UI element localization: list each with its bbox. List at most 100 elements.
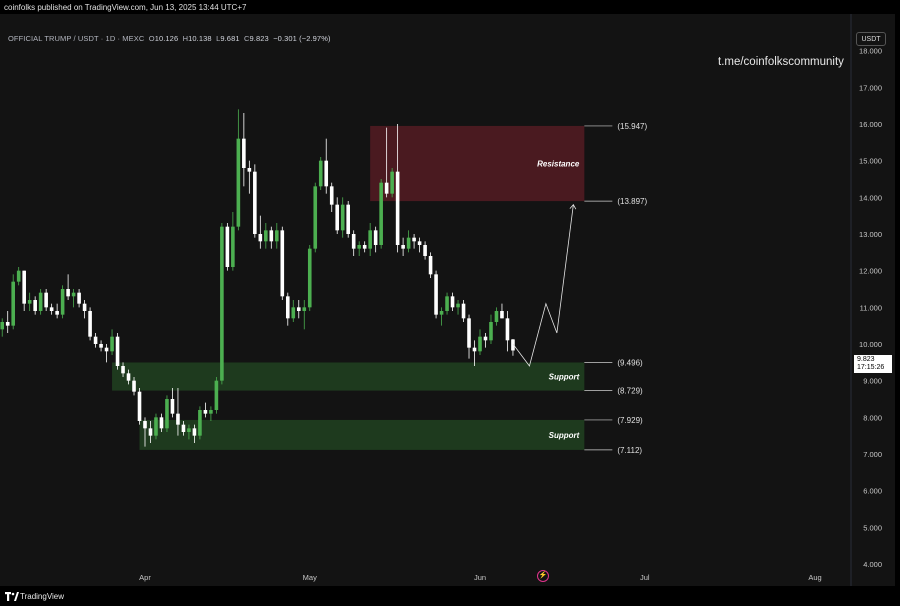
candle-body-78	[401, 245, 405, 249]
last-price-value: 9.823	[857, 356, 875, 363]
candle-body-38	[181, 424, 186, 432]
candle-body-16	[60, 289, 65, 315]
candle-body-93	[483, 336, 488, 341]
candle-body-88	[456, 303, 460, 308]
candle-body-63	[318, 160, 323, 187]
candle-body-66	[335, 204, 340, 231]
candle-body-95	[494, 311, 499, 322]
candle-body-76	[390, 171, 394, 194]
zone-label-0: Resistance	[537, 160, 580, 169]
candle-body-82	[423, 245, 427, 256]
candle-body-46	[225, 226, 230, 267]
footer: TradingView	[0, 588, 900, 606]
y-tick-14: 4.000	[863, 560, 882, 569]
candle-body-75	[384, 182, 389, 194]
footer-brand: TradingView	[20, 592, 65, 601]
tradingview-logo-icon	[5, 592, 19, 601]
zone-support-1	[112, 362, 585, 391]
candle-body-41	[198, 410, 202, 436]
candle-body-62	[313, 186, 318, 249]
candlestick-chart[interactable]: Resistance Support Support (15.947) (13.897)…	[0, 14, 895, 586]
change-value: −0.301 (−2.97%)	[273, 34, 331, 43]
candle-body-5	[0, 322, 5, 330]
candle-body-22	[93, 336, 98, 344]
candle-body-12	[38, 292, 43, 311]
x-tick-2: Jun	[474, 573, 486, 582]
candle-body-81	[417, 241, 422, 245]
high-label: H	[182, 34, 189, 43]
low-value: 9.681	[220, 34, 240, 43]
low-label: L	[216, 34, 221, 43]
candle-body-57	[285, 296, 290, 319]
candle-body-44	[214, 380, 219, 410]
candle-body-60	[302, 307, 307, 311]
candle-body-10	[27, 300, 32, 304]
level-label-2: (9.496)	[617, 358, 643, 367]
high-value: 10.138	[188, 34, 212, 43]
candle-body-80	[412, 237, 416, 242]
x-tick-0: Apr	[139, 573, 151, 582]
lightning-icon[interactable]: ⚡	[537, 570, 549, 582]
candle-body-79	[406, 237, 411, 249]
candle-body-15	[55, 311, 59, 315]
candle-body-37	[176, 413, 180, 425]
projection-path	[512, 204, 574, 367]
candle-body-31	[143, 421, 147, 429]
y-tick-8: 10.000	[859, 340, 882, 349]
candle-body-58	[291, 307, 296, 319]
candle-body-45	[220, 226, 224, 381]
candle-body-89	[461, 303, 466, 319]
level-label-3: (8.729)	[617, 387, 643, 396]
level-label-0: (15.947)	[617, 122, 647, 131]
candle-body-86	[445, 296, 449, 311]
candle-body-72	[368, 230, 372, 249]
symbol-name: OFFICIAL TRUMP / USDT · 1D · MEXC	[8, 34, 145, 43]
level-label-4: (7.929)	[617, 416, 643, 425]
candle-body-96	[500, 311, 504, 319]
candle-body-71	[362, 245, 367, 249]
y-tick-1: 17.000	[859, 83, 882, 92]
candle-body-23	[99, 344, 103, 348]
candle-body-34	[159, 417, 164, 429]
zone-resistance-0	[370, 125, 585, 202]
candle-body-91	[472, 347, 477, 352]
candle-body-56	[280, 230, 285, 297]
candle-body-14	[49, 307, 54, 311]
y-tick-11: 7.000	[863, 450, 882, 459]
candle-body-28	[126, 373, 131, 381]
level-label-1: (13.897)	[617, 197, 647, 206]
close-label: C	[244, 34, 250, 43]
zone-label-2: Support	[549, 431, 580, 440]
bar-countdown: 17:15:26	[857, 364, 885, 371]
candle-body-49	[242, 138, 246, 168]
candle-body-21	[88, 311, 92, 337]
candle-body-33	[154, 417, 158, 436]
candle-body-92	[478, 336, 482, 352]
candle-body-29	[132, 380, 136, 392]
candle-body-48	[236, 138, 241, 227]
chart-frame[interactable]: Resistance Support Support (15.947) (13.897)…	[0, 14, 895, 586]
candle-body-94	[489, 322, 493, 341]
currency-button[interactable]: USDT	[856, 32, 886, 46]
candle-body-65	[329, 186, 334, 205]
y-tick-12: 6.000	[863, 487, 882, 496]
open-value: 10.126	[154, 34, 179, 43]
candle-body-61	[307, 248, 312, 308]
y-tick-3: 15.000	[859, 157, 882, 166]
candle-body-13	[44, 292, 48, 308]
candle-body-69	[351, 234, 356, 249]
candle-body-18	[71, 292, 76, 297]
candle-body-40	[192, 428, 197, 436]
candle-body-74	[379, 182, 383, 245]
publisher-line: coinfolks published on TradingView.com, …	[4, 3, 247, 12]
candle-body-64	[324, 160, 329, 187]
y-tick-2: 16.000	[859, 120, 882, 129]
candle-body-17	[66, 289, 70, 297]
candle-body-32	[148, 428, 153, 436]
candle-body-77	[395, 171, 400, 245]
y-tick-0: 18.000	[859, 47, 882, 56]
watermark-text: t.me/coinfolkscommunity	[718, 56, 844, 68]
close-value: 9.823	[249, 34, 269, 43]
x-tick-1: May	[303, 573, 317, 582]
y-tick-6: 12.000	[859, 267, 882, 276]
